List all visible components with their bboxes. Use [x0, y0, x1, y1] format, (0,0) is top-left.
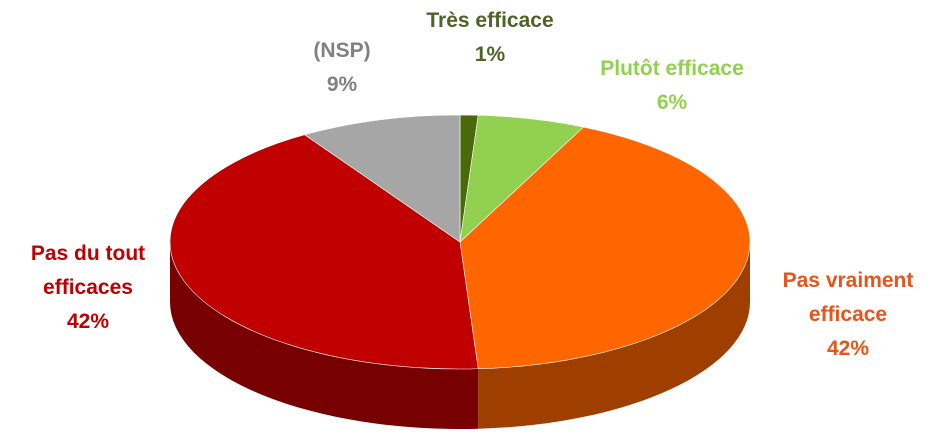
slice-label: (NSP) 9%: [313, 34, 370, 102]
slice-name: Très efficace: [426, 9, 554, 32]
slice-label: Très efficace 1%: [426, 4, 553, 72]
slice-value: 42%: [66, 310, 110, 333]
slice-label: Pas du tout efficaces 42%: [1, 237, 176, 339]
slice: [169, 134, 479, 370]
slice-side: [170, 242, 479, 429]
slice-name: Plutôt efficace: [600, 57, 744, 80]
slice-name: Pas du tout efficaces: [30, 242, 146, 299]
slice-value: 9%: [326, 73, 358, 96]
slice-value: 6%: [656, 91, 688, 114]
slice-value: 42%: [826, 337, 870, 360]
slice-value: 1%: [474, 43, 506, 66]
slice-side: [478, 242, 750, 429]
slice: [303, 114, 461, 243]
slice-name: (NSP): [313, 39, 371, 62]
slice: [459, 126, 751, 370]
slice-name: Pas vraiment efficace: [782, 269, 914, 326]
slice-label: Plutôt efficace 6%: [600, 52, 744, 120]
slice-label: Pas vraiment efficace 42%: [756, 264, 941, 366]
